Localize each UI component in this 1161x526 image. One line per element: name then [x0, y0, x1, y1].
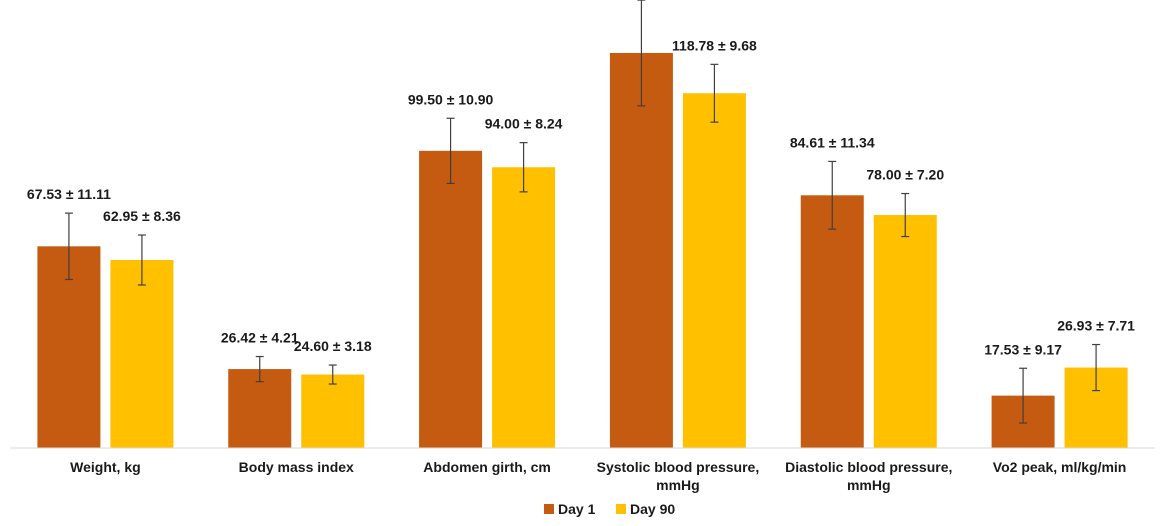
legend-label: Day 1	[558, 501, 596, 517]
legend: Day 1 Day 90	[544, 501, 675, 517]
bar-day90-2	[492, 167, 556, 448]
error-bar-day90-1	[328, 364, 337, 385]
category-label-1: Body mass index	[239, 459, 354, 475]
legend-label: Day 90	[630, 501, 675, 517]
error-bar-day1-4	[828, 160, 837, 230]
data-label-day90-2: 94.00 ± 8.24	[485, 116, 563, 132]
error-bar-day1-2	[446, 117, 455, 184]
data-label-day90-3: 118.78 ± 9.68	[672, 37, 757, 53]
legend-swatch	[616, 504, 626, 514]
data-label-day1-4: 84.61 ± 11.34	[790, 134, 875, 150]
error-bar-day1-3	[637, 0, 646, 107]
data-label-day1-1: 26.42 ± 4.21	[221, 330, 299, 346]
error-bars-layer	[64, 0, 1101, 424]
error-bar-day90-5	[1092, 343, 1101, 392]
category-label-3: Systolic blood pressure, mmHg	[597, 459, 760, 493]
bar-day90-1	[301, 374, 365, 448]
bar-day90-3	[682, 93, 746, 448]
error-bar-day1-5	[1019, 367, 1028, 424]
data-label-day90-4: 78.00 ± 7.20	[866, 167, 944, 183]
bar-day1-3	[609, 52, 673, 449]
category-label-4: Diastolic blood pressure, mmHg	[785, 459, 952, 493]
bars-layer	[37, 52, 1128, 449]
legend-swatch	[544, 504, 554, 514]
category-label-2: Abdomen girth, cm	[423, 459, 551, 475]
data-labels-layer: 67.53 ± 11.11 62.95 ± 8.36 26.42 ± 4.2124.…	[27, 37, 1135, 357]
bar-day90-4	[873, 215, 937, 448]
data-label-day1-5: 17.53 ± 9.17	[984, 341, 1062, 357]
bar-day1-2	[419, 150, 483, 448]
data-label-day1-0: 67.53 ± 11.11	[27, 186, 111, 202]
data-label-day90-1: 24.60 ± 3.18	[294, 338, 372, 354]
bar-day1-4	[800, 195, 864, 448]
data-label-day90-5: 26.93 ± 7.71	[1057, 318, 1135, 334]
data-label-day90-0: 62.95 ± 8.36	[103, 208, 181, 224]
category-labels-layer: Weight, kg Body mass index Abdomen girth, …	[70, 459, 1126, 493]
error-bar-day1-0	[64, 212, 73, 281]
error-bar-day1-1	[255, 355, 264, 383]
error-bar-day90-3	[710, 63, 719, 123]
error-bar-day90-2	[519, 142, 528, 193]
category-label-5: Vo2 peak, ml/kg/min	[993, 459, 1127, 475]
legend-item-day90: Day 90	[616, 501, 675, 517]
error-bar-day90-0	[137, 234, 146, 286]
bar-day90-0	[110, 259, 174, 448]
data-label-day1-2: 99.50 ± 10.90	[408, 91, 494, 107]
error-bar-day90-4	[901, 192, 910, 238]
legend-item-day1: Day 1	[544, 501, 596, 517]
category-label-0: Weight, kg	[70, 459, 141, 475]
